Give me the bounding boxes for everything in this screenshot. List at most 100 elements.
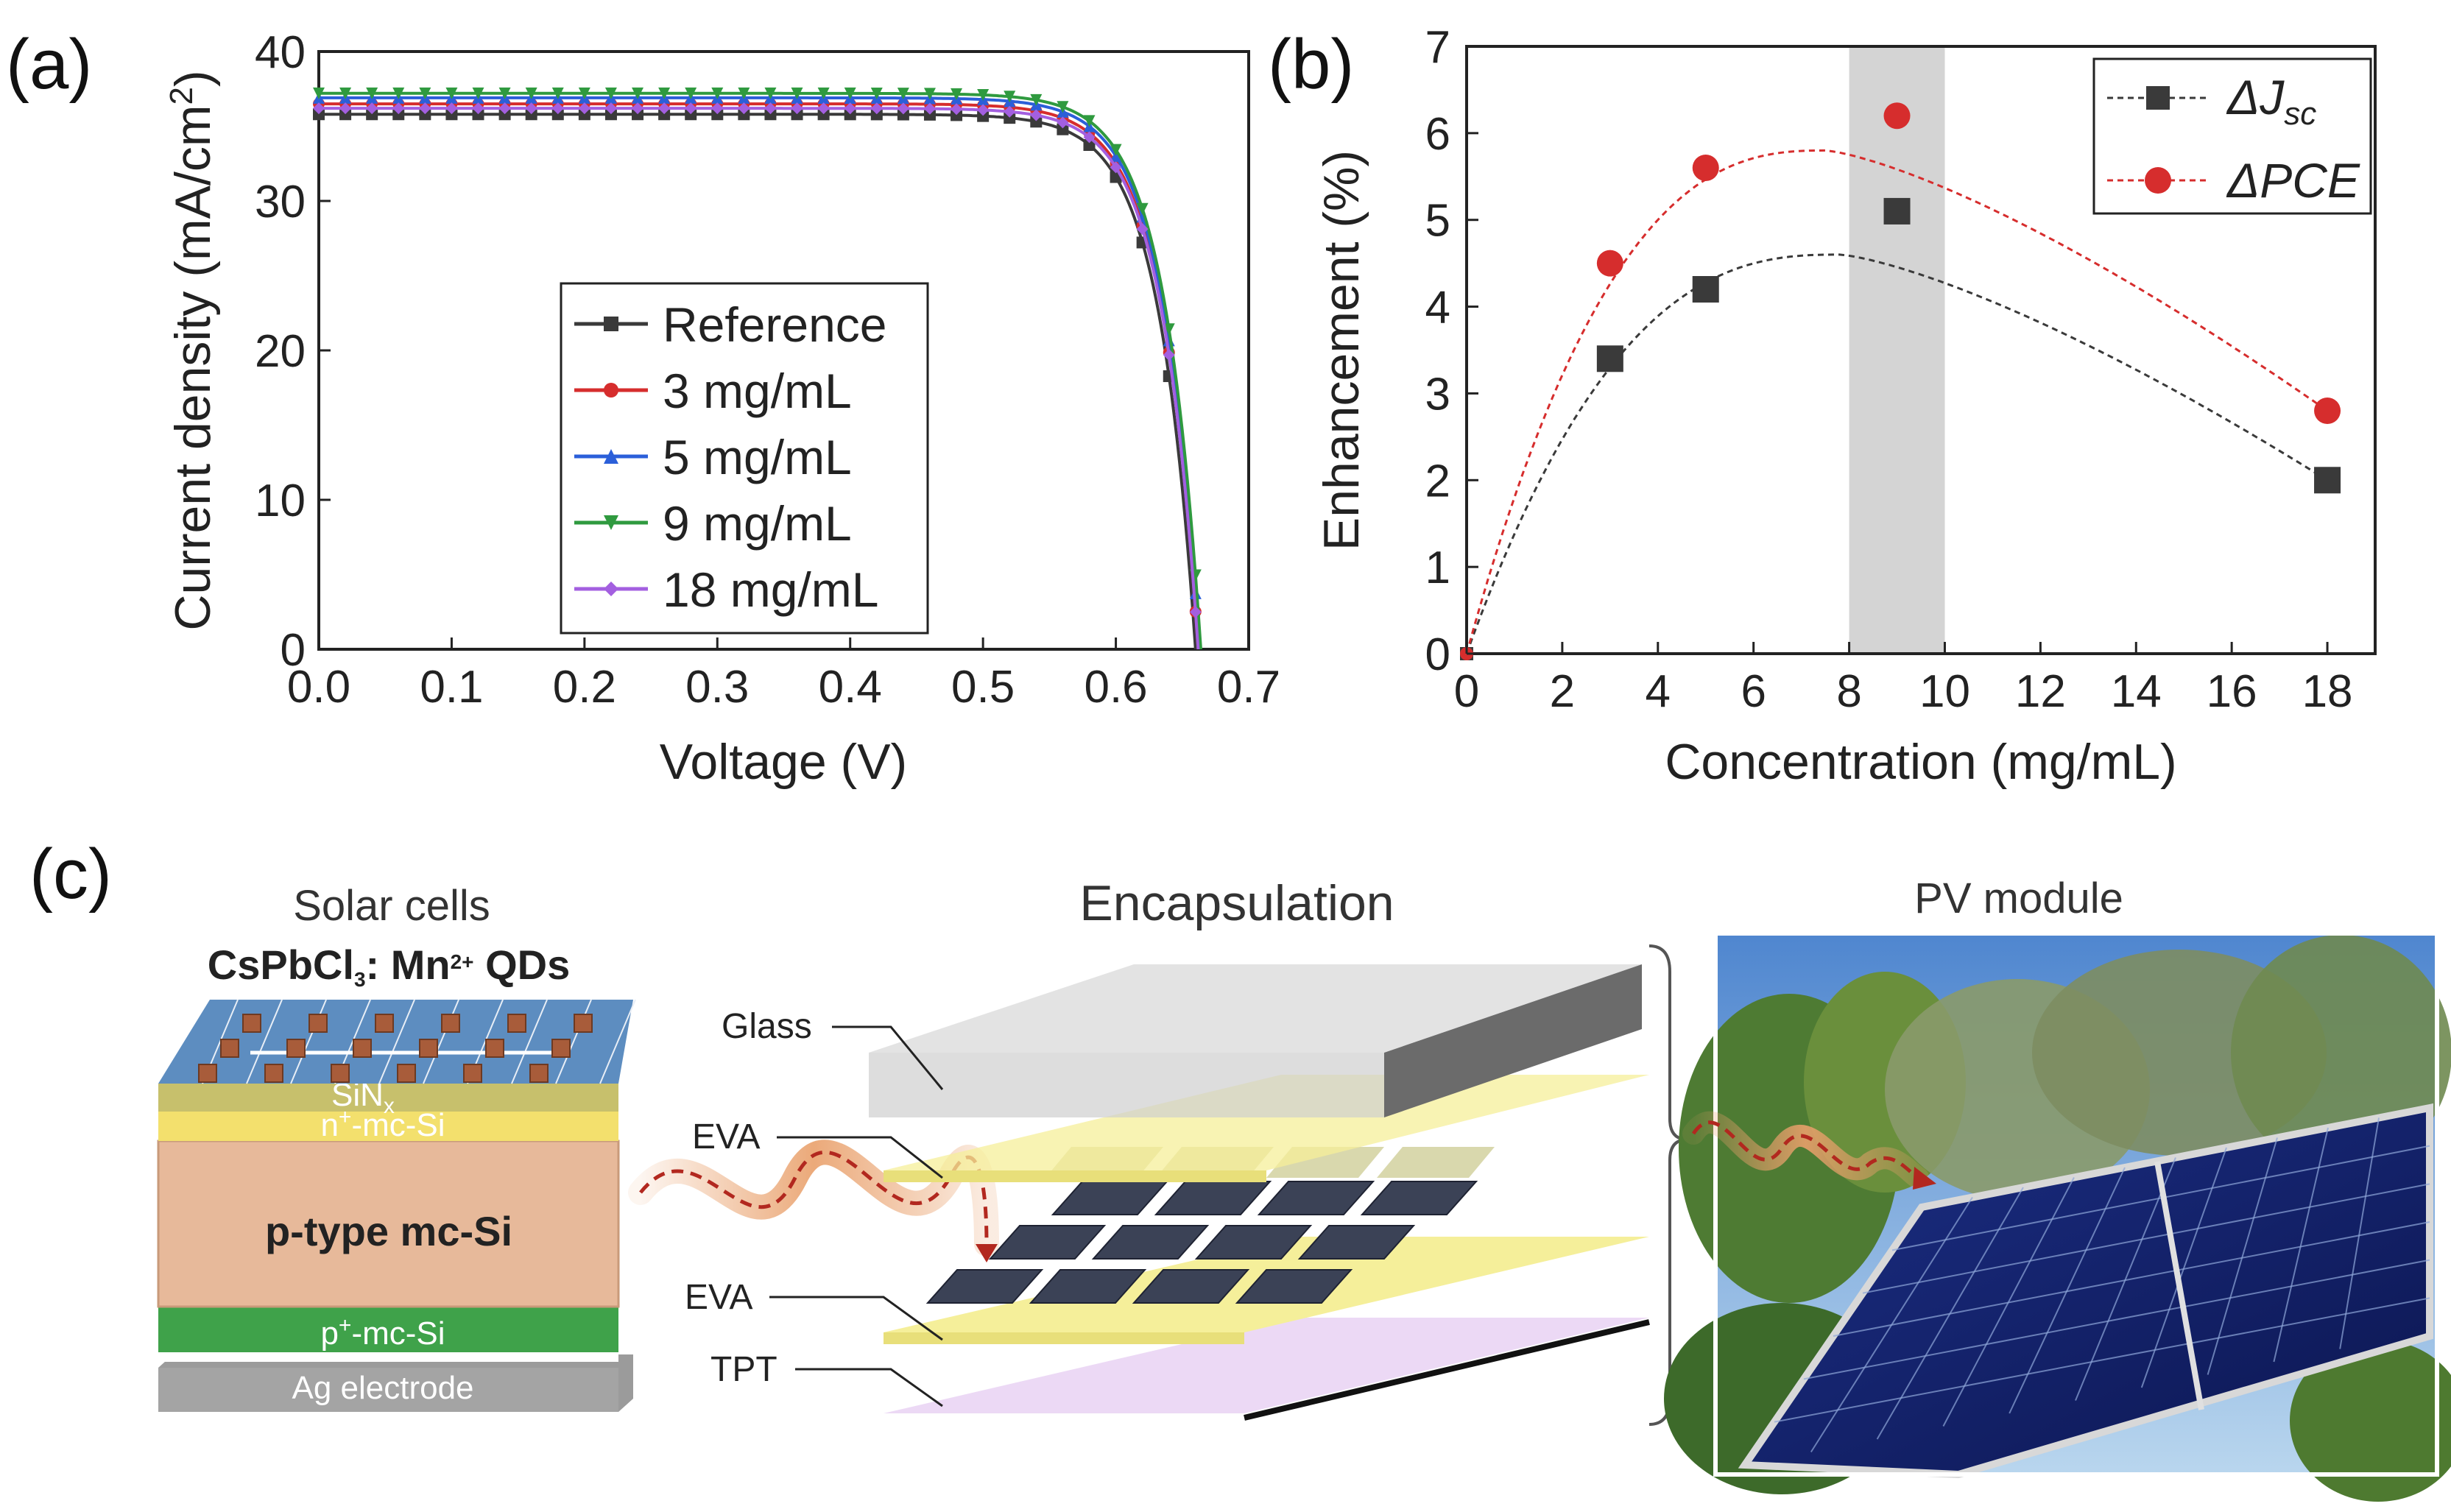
enh-x-tick-label: 12 [2015, 666, 2066, 717]
jv-point-4 [392, 102, 405, 115]
jv-point-3 [658, 87, 671, 99]
panel-label-a: (a) [6, 25, 92, 104]
solar-cell-tile [1132, 1269, 1250, 1304]
jv-point-0 [870, 108, 883, 121]
qd-cubes [198, 999, 636, 1084]
jv-x-tick-label: 0.4 [819, 662, 882, 713]
jv-point-0 [632, 108, 644, 121]
jv-y-label-main: Current density (mA/cm [165, 105, 221, 630]
jv-point-3 [472, 87, 484, 99]
qd-cube [463, 1064, 482, 1083]
legend-dpce-label: ΔPCE [2226, 153, 2360, 208]
jv-point-0 [392, 108, 405, 121]
jv-point-4 [419, 102, 431, 115]
jv-point-4 [711, 102, 724, 115]
qd-cube [529, 1064, 549, 1083]
jv-y-tick-label: 20 [255, 326, 306, 377]
jv-point-0 [658, 108, 671, 121]
jv-curve-3 [319, 91, 1202, 650]
jv-curve-0 [319, 113, 1197, 650]
enh-legend: ΔJsc ΔPCE [2092, 57, 2372, 215]
light-wave-2 [1691, 1120, 1919, 1180]
jv-point-4 [817, 102, 830, 115]
enh-y-tick-label: 4 [1425, 283, 1450, 333]
enh-point-1 [2314, 398, 2341, 424]
jv-point-3 [578, 87, 590, 99]
solar-cell-tile [1235, 1269, 1353, 1304]
enh-y-tick-label: 3 [1425, 369, 1450, 420]
sinx-sub: x [384, 1094, 395, 1118]
n-plus-main: n [320, 1107, 338, 1143]
solar-cell-tile [1029, 1269, 1147, 1304]
p-plus-sup: + [339, 1313, 352, 1338]
panel-label-c: (c) [29, 835, 112, 914]
jv-point-3 [632, 87, 644, 99]
jv-point-3 [923, 88, 936, 100]
jv-point-3 [313, 87, 325, 99]
jv-point-3 [551, 87, 564, 99]
jv-point-4 [445, 102, 458, 115]
jv-x-tick-label: 0.3 [685, 662, 749, 713]
solar-cell-diagram: Solar cells CsPbCl3: Mn2+ QDs Ag electro… [157, 882, 636, 1412]
jv-point-4 [1189, 606, 1202, 618]
enh-point-0 [1883, 197, 1911, 225]
solar-cell-tile [925, 1269, 1044, 1304]
enh-x-axis-label: Concentration (mg/mL) [1665, 734, 2176, 790]
jv-point-0 [923, 108, 936, 121]
jv-legend-label: 3 mg/mL [663, 364, 852, 418]
jv-x-tick-label: 0.2 [553, 662, 616, 713]
enh-point-1 [1596, 250, 1623, 277]
jv-point-3 [817, 87, 830, 99]
jv-point-0 [791, 108, 803, 121]
jv-point-4 [658, 102, 671, 115]
jv-y-axis-label: Current density (mA/cm2) [163, 70, 221, 630]
tpt-label: TPT [710, 1350, 777, 1389]
jv-point-4 [632, 102, 644, 115]
glass-layer-side [1384, 964, 1642, 1117]
jv-point-0 [1004, 112, 1016, 124]
enh-y-tick-label: 6 [1425, 109, 1450, 160]
white-separator [158, 1354, 618, 1362]
jv-point-3 [685, 87, 697, 99]
jv-y-tick-label: 10 [255, 476, 306, 526]
jv-point-3 [711, 87, 724, 99]
jv-point-4 [1136, 223, 1149, 236]
eva-upper-front [884, 1170, 1266, 1182]
jv-point-3 [1030, 93, 1043, 106]
qd-cube [375, 1014, 394, 1033]
light-wave-arrowhead-1 [976, 1244, 998, 1262]
optimal-range-band [1849, 46, 1945, 654]
enh-x-tick-label: 18 [2302, 666, 2353, 717]
jv-point-3 [951, 88, 963, 100]
jv-point-0 [711, 108, 724, 121]
solar-cell-tile [1257, 1181, 1375, 1215]
photo-frame [1713, 931, 2439, 1477]
jv-x-tick-label: 0.5 [951, 662, 1015, 713]
enh-x-tick-label: 6 [1741, 666, 1766, 717]
jv-point-3 [764, 87, 777, 99]
solar-cell-tile [1297, 1225, 1416, 1260]
jv-point-3 [525, 87, 537, 99]
qd-label-main: CsPbCl [208, 942, 354, 988]
sinx-layer [158, 1084, 618, 1112]
qd-cube [331, 1064, 350, 1083]
jv-point-0 [817, 108, 830, 121]
qd-cube [419, 1039, 438, 1058]
glass-layer-front [869, 1053, 1384, 1117]
jv-point-3 [1163, 323, 1175, 336]
jv-point-0 [498, 108, 511, 121]
jv-point-0 [313, 108, 325, 121]
pv-cell-line [1774, 1297, 2430, 1423]
jv-point-3 [1136, 202, 1149, 215]
solar-cell-tile [1091, 1225, 1210, 1260]
grid-finger [599, 999, 636, 1084]
enh-y-axis-label: Enhancement (%) [1313, 150, 1369, 551]
jv-point-4 [604, 102, 617, 115]
grid-finger [378, 999, 415, 1084]
enh-legend-box [2092, 57, 2372, 215]
jv-point-3 [604, 87, 617, 99]
jv-point-3 [738, 87, 750, 99]
jv-point-3 [419, 87, 431, 99]
jv-curve-1 [319, 102, 1200, 650]
